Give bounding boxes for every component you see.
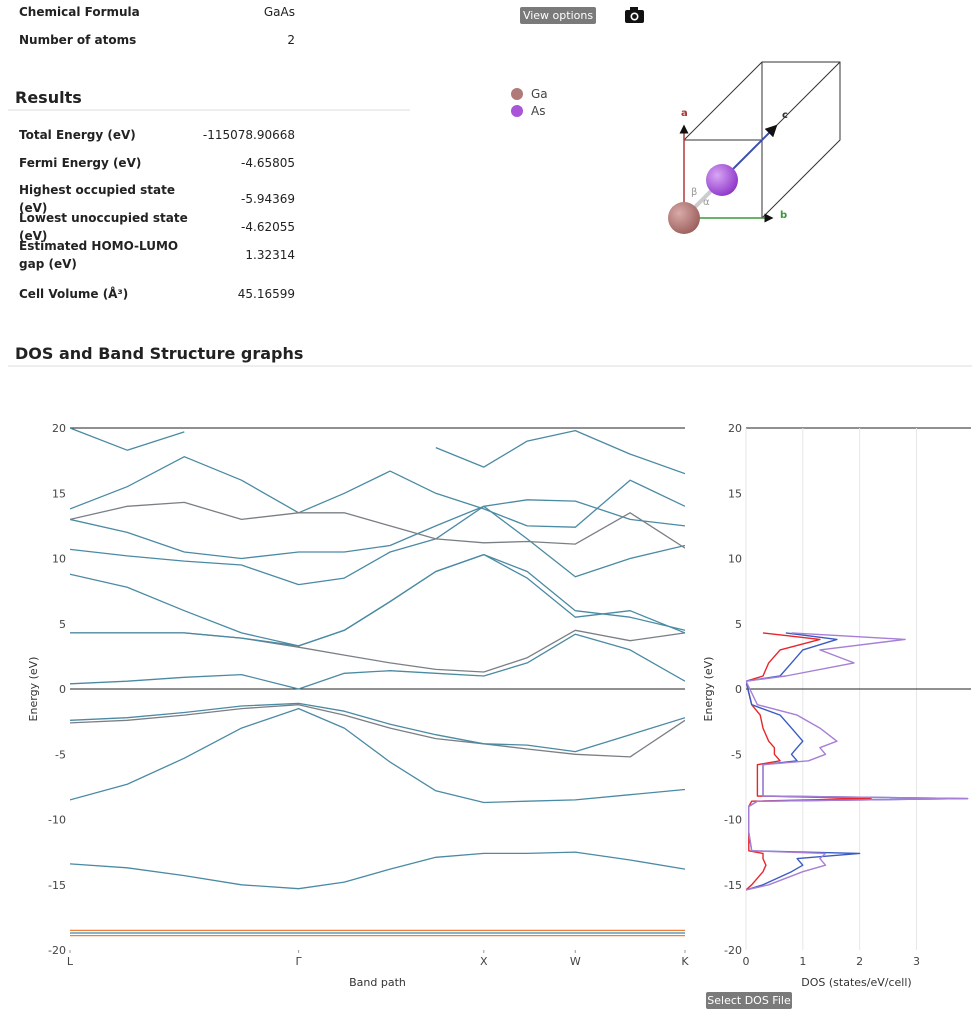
atom-ga	[668, 202, 700, 234]
y-tick-label: 10	[52, 553, 66, 566]
view-options-button[interactable]: View options	[520, 7, 596, 24]
row-label: Fermi Energy (eV)	[19, 154, 204, 172]
row-label: Chemical Formula	[19, 5, 219, 19]
legend-marker	[511, 105, 523, 117]
x-tick-label: W	[570, 955, 581, 968]
y-tick-label: 15	[52, 487, 66, 500]
y-tick-label: 10	[728, 553, 742, 566]
x-tick-label: Γ	[296, 955, 303, 968]
legend-label: As	[531, 104, 545, 118]
x-tick-label: 1	[799, 955, 806, 968]
row-value: -115078.90668	[195, 126, 295, 144]
series-line	[70, 457, 685, 528]
x-tick-label: K	[681, 955, 689, 968]
x-tick-label: X	[480, 955, 488, 968]
angle-label: β	[691, 187, 697, 198]
x-tick-label: 0	[743, 955, 750, 968]
chart: 0 1 2 3 20 15 10 5 0 -5 -10 -15 -20 DOS (states/eV/ce…	[702, 422, 971, 989]
y-axis-title: Energy (eV)	[702, 657, 715, 722]
series-line	[70, 555, 685, 646]
y-axis-title: Energy (eV)	[27, 657, 40, 722]
legend-marker	[511, 88, 523, 100]
atom-as	[706, 164, 738, 196]
series-line	[70, 428, 685, 474]
y-tick-label: -5	[731, 748, 742, 761]
row-label: Estimated HOMO-LUMO gap (eV)	[19, 237, 204, 273]
x-tick-label: 2	[856, 955, 863, 968]
angle-label: α	[703, 197, 710, 208]
row-value: -4.62055	[195, 218, 295, 236]
y-tick-label: -15	[724, 879, 742, 892]
legend-label: Ga	[531, 87, 548, 101]
y-tick-label: 0	[735, 683, 742, 696]
y-tick-label: 5	[59, 618, 66, 631]
select-dos-button[interactable]: Select DOS File	[706, 992, 792, 1009]
series-line	[70, 555, 685, 646]
row-value: 1.32314	[195, 246, 295, 264]
section-title: DOS and Band Structure graphs	[15, 344, 303, 363]
y-tick-label: 0	[59, 683, 66, 696]
y-tick-label: 20	[52, 422, 66, 435]
y-tick-label: 15	[728, 487, 742, 500]
y-tick-label: -10	[48, 814, 66, 827]
row-value: -5.94369	[195, 190, 295, 208]
row-label: Total Energy (eV)	[19, 126, 204, 144]
row-label: Cell Volume (Å³)	[19, 285, 204, 303]
y-tick-label: -5	[55, 748, 66, 761]
row-label: Number of atoms	[19, 33, 219, 47]
series-line	[70, 634, 685, 689]
x-tick-label: L	[67, 955, 74, 968]
series-line	[70, 852, 685, 889]
axis-label: a	[681, 108, 688, 119]
y-tick-label: -10	[724, 814, 742, 827]
y-tick-label: -15	[48, 879, 66, 892]
y-tick-label: -20	[48, 944, 66, 957]
row-value: 45.16599	[195, 285, 295, 303]
page: a b c β α LΓXWK20151050-5-10-15-20Band p…	[0, 0, 972, 1009]
row-value: -4.65805	[195, 154, 295, 172]
section-title: Results	[15, 88, 82, 107]
series-group	[746, 633, 968, 890]
series-line	[70, 703, 685, 751]
row-value: GaAs	[195, 5, 295, 19]
canvas: a b c β α LΓXWK20151050-5-10-15-20Band p…	[0, 0, 972, 1009]
x-axis-title: DOS (states/eV/cell)	[801, 976, 911, 989]
y-tick-label: 5	[735, 618, 742, 631]
series-line	[70, 502, 685, 548]
crystal-view[interactable]	[668, 62, 840, 234]
y-tick-label: -20	[724, 944, 742, 957]
x-axis-title: Band path	[349, 976, 406, 989]
camera-button[interactable]	[625, 7, 644, 23]
row-value: 2	[195, 33, 295, 47]
axis-label: c	[782, 110, 788, 121]
series-line	[70, 630, 685, 672]
axis-label: b	[780, 210, 787, 221]
y-tick-label: 20	[728, 422, 742, 435]
series-line	[70, 500, 685, 559]
series-group	[70, 428, 685, 936]
x-tick-label: 3	[913, 955, 920, 968]
series-line	[70, 506, 685, 584]
series-line	[70, 705, 685, 757]
chart: L Γ X W K 20 15 10 5 0 -5 -10 -15 -20 Band path Energy …	[27, 422, 689, 989]
